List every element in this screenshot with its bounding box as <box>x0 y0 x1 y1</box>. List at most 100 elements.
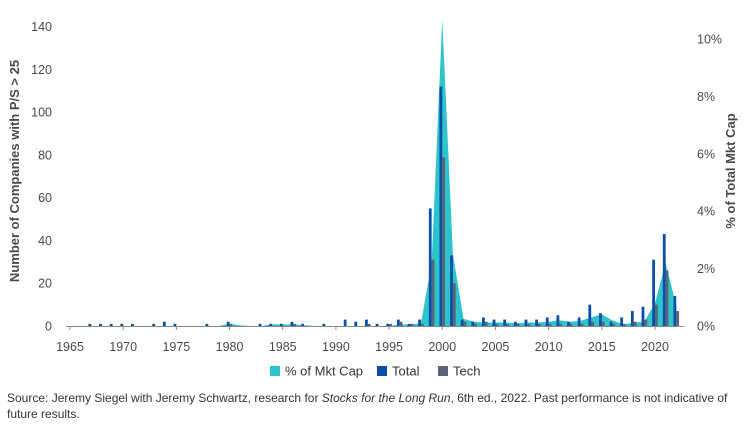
bar-tech-2021 <box>665 270 669 326</box>
bar-total-2013 <box>577 317 581 326</box>
bar-tech-2019 <box>644 319 648 326</box>
bar-total-2020 <box>652 259 655 326</box>
chart: 1965 1970 1975 1980 1985 1990 1995 2000 2005 2010… <box>7 18 738 379</box>
bar-total-2007 <box>513 321 517 326</box>
y2-tick-label-8pct: 8% <box>697 90 715 104</box>
bar-total-1989 <box>322 323 326 326</box>
bar-total-1968 <box>99 323 102 326</box>
bar-total-2021 <box>662 234 666 326</box>
bar-tech-1997 <box>410 323 414 326</box>
bar-tech-1996 <box>399 321 403 326</box>
bar-tech-2018 <box>633 321 637 326</box>
bar-total-1997 <box>407 323 411 326</box>
legend-swatch-total <box>377 366 387 376</box>
x-tick-label-2010: 2010 <box>535 340 563 354</box>
bar-tech-2014 <box>591 321 594 326</box>
bar-total-2002 <box>460 319 464 326</box>
x-tick-label-2005: 2005 <box>482 340 510 354</box>
bar-tech-2009 <box>538 323 541 326</box>
y2-tick-label-6pct: 6% <box>697 147 715 161</box>
bar-total-2000 <box>439 86 443 326</box>
bar-tech-2015 <box>601 321 605 326</box>
source-prefix: Source: Jeremy Siegel with Jeremy Schwar… <box>7 391 322 405</box>
x-tick-label-1975: 1975 <box>162 340 190 354</box>
bar-total-1983 <box>258 323 262 326</box>
bar-total-1987 <box>301 323 304 326</box>
bar-total-1971 <box>131 323 134 326</box>
legend-label--of-mkt-cap: % of Mkt Cap <box>285 364 363 379</box>
bar-total-2015 <box>599 313 602 326</box>
y2-tick-label-0pct: 0% <box>697 320 715 334</box>
source-book-title: Stocks for the Long Run <box>321 391 451 405</box>
y-tick-layer: 0 20 40 60 80 100 120 140 <box>31 20 52 333</box>
y-tick-label-100: 100 <box>31 106 52 120</box>
bar-total-1986 <box>290 321 294 326</box>
bar-tech-2000 <box>442 157 446 326</box>
x-tick-label-2015: 2015 <box>588 340 616 354</box>
bar-total-2022 <box>673 296 677 326</box>
bar-tech-2004 <box>484 321 488 326</box>
bar-total-2016 <box>609 321 613 326</box>
x-tick-label-2020: 2020 <box>641 340 669 354</box>
legend: % of Mkt Cap Total Tech <box>270 364 480 379</box>
bar-total-2010 <box>545 317 549 326</box>
bar-total-1984 <box>269 323 273 326</box>
legend-label-total: Total <box>392 364 420 379</box>
bar-total-2019 <box>641 306 645 326</box>
bar-total-2009 <box>535 319 538 326</box>
bar-total-1999 <box>428 208 432 326</box>
y-tick-label-0: 0 <box>45 320 52 334</box>
legend-swatch-tech <box>438 366 448 376</box>
bar-total-2004 <box>482 317 485 326</box>
bar-tech-2010 <box>548 323 552 326</box>
bar-tech-1995 <box>389 323 392 326</box>
bar-total-1978 <box>205 323 209 326</box>
bar-tech-1986 <box>293 323 297 326</box>
y-tick-label-40: 40 <box>38 234 52 248</box>
bar-tech-1998 <box>421 323 424 326</box>
bar-tech-1980 <box>229 323 233 326</box>
x-tick-layer: 1965 1970 1975 1980 1985 1990 1995 2000 2005 2010… <box>56 326 669 354</box>
y-tick-label-140: 140 <box>31 20 52 34</box>
x-tick-label-2000: 2000 <box>428 340 456 354</box>
legend-label-tech: Tech <box>453 364 480 379</box>
bar-total-2018 <box>630 311 634 326</box>
bar-total-1974 <box>162 321 166 326</box>
y2-tick-label-10pct: 10% <box>697 32 722 46</box>
y-tick-label-80: 80 <box>38 148 52 162</box>
bar-tech-2002 <box>463 321 467 326</box>
bar-tech-2006 <box>506 323 509 326</box>
bar-total-1994 <box>375 323 379 326</box>
bar-total-2012 <box>567 321 570 326</box>
x-tick-label-1965: 1965 <box>56 340 84 354</box>
bar-tech-2020 <box>655 304 658 326</box>
source-suffix: , 6th ed., 2022. Past performance is not… <box>7 391 728 421</box>
bar-tech-2001 <box>452 283 456 326</box>
bar-tech-2022 <box>676 311 680 326</box>
bar-tech-2012 <box>569 323 573 326</box>
area-mkt-cap <box>70 18 677 327</box>
bar-tech-2011 <box>559 323 563 326</box>
bar-total-1975 <box>173 323 177 326</box>
bar-layer <box>88 86 680 326</box>
bar-total-2017 <box>620 317 624 326</box>
bar-total-1991 <box>343 319 347 326</box>
bar-tech-2013 <box>580 323 584 326</box>
bar-total-1973 <box>152 323 156 326</box>
bar-total-1995 <box>386 323 390 326</box>
x-tick-label-1990: 1990 <box>322 340 350 354</box>
y2-tick-layer: 0% 2% 4% 6% 8% 10% <box>697 32 722 333</box>
bar-total-1969 <box>109 323 113 326</box>
bar-total-2006 <box>503 319 507 326</box>
y2-axis-title: % of Total Mkt Cap <box>723 113 738 228</box>
bar-total-1980 <box>226 321 230 326</box>
bar-total-1967 <box>88 323 92 326</box>
bar-total-2003 <box>471 321 475 326</box>
area-layer <box>70 18 677 327</box>
bar-tech-1999 <box>431 259 435 326</box>
bar-total-1996 <box>396 319 400 326</box>
x-tick-label-1995: 1995 <box>375 340 403 354</box>
x-tick-label-1970: 1970 <box>109 340 137 354</box>
y-tick-label-60: 60 <box>38 191 52 205</box>
bar-tech-2003 <box>474 323 477 326</box>
